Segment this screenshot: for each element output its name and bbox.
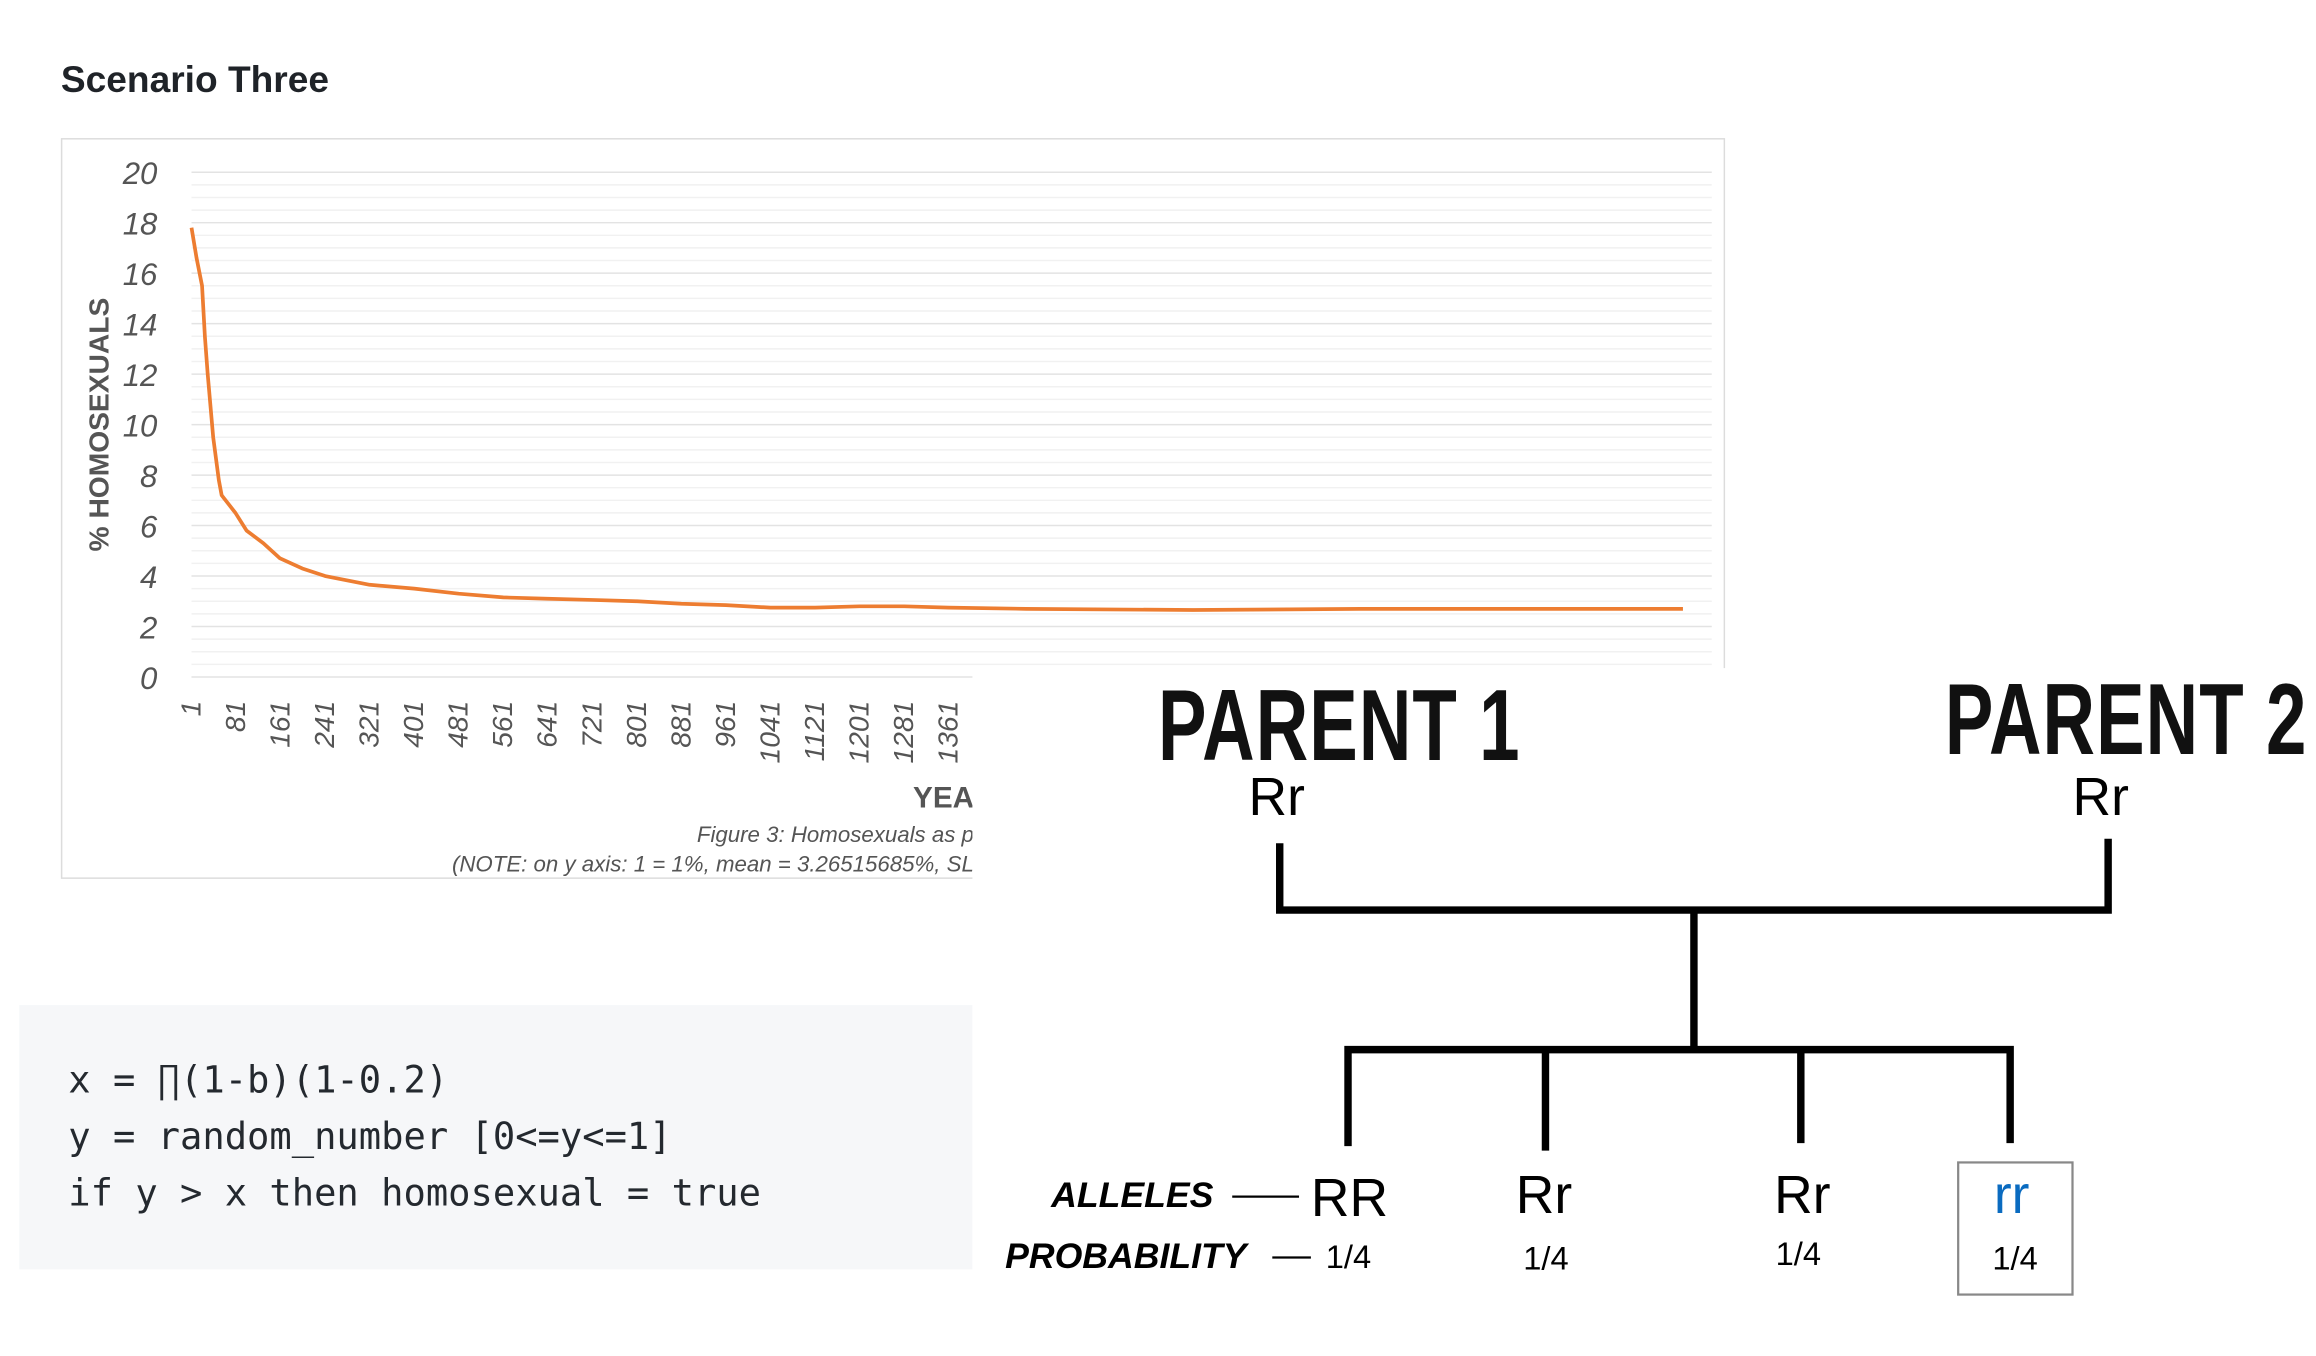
figure-note: (NOTE: on y axis: 1 = 1%, mean = 3.26515…	[452, 851, 974, 876]
x-tick-label: 81	[219, 701, 251, 732]
offspring-genotype: RR	[1310, 1166, 1389, 1228]
x-tick-label: 161	[263, 701, 295, 748]
inheritance-lines	[1232, 838, 2112, 1296]
alleles-label: ALLELES	[1051, 1175, 1214, 1216]
y-tick-label: 2	[139, 610, 157, 645]
x-tick-label: 1121	[798, 701, 830, 762]
parent1-title: PARENT 1	[1157, 669, 1521, 783]
offspring-probability: 1/4	[1523, 1239, 1569, 1277]
line-chart: 0 2 4 6 8 10 12 14 16 18 20 1 81 161 241 321 401 481 561 64…	[60, 138, 1726, 879]
y-tick-label: 20	[122, 156, 158, 191]
x-tick-label: 641	[531, 701, 563, 748]
code-line: x = ∏(1-b)(1-0.2)	[68, 1058, 449, 1102]
x-tick-label: 1361	[932, 701, 964, 764]
highlight-box	[1957, 1161, 2074, 1296]
probability-label: PROBABILITY	[1005, 1236, 1247, 1277]
x-tick-label: 1041	[753, 701, 785, 764]
data-series-line	[189, 227, 1683, 612]
figure-caption: Figure 3: Homosexuals as p	[697, 822, 974, 847]
chart-svg: 0 2 4 6 8 10 12 14 16 18 20 1 81 161 241 321 401 481 561 64…	[82, 156, 1712, 876]
x-tick-label: 401	[397, 701, 429, 748]
section-title: Scenario Three	[60, 59, 330, 101]
parent1-genotype: Rr	[1248, 766, 1305, 827]
x-tick-label: 721	[575, 701, 607, 748]
punnett-inheritance-diagram: PARENT 1 Rr PARENT 2 Rr ALLELES PROBABIL…	[972, 664, 2316, 1356]
y-tick-label: 10	[123, 408, 158, 443]
x-tick-label: 961	[709, 701, 741, 748]
code-line: if y > x then homosexual = true	[68, 1171, 761, 1215]
x-tick-label: 241	[308, 701, 340, 749]
x-tick-label: 1281	[887, 701, 919, 764]
x-tick-label: 801	[620, 701, 652, 748]
x-tick-label: 881	[664, 701, 696, 748]
offspring-probability: 1/4	[1775, 1235, 1822, 1273]
offspring-probability: 1/4	[1992, 1239, 2038, 1277]
y-tick-label: 8	[140, 459, 158, 494]
offspring-bar	[1344, 1045, 2014, 1147]
x-tick-label: 1	[174, 701, 206, 717]
parent2-title: PARENT 2	[1944, 663, 2308, 777]
y-tick-label: 4	[140, 560, 157, 595]
code-block: x = ∏(1-b)(1-0.2) y = random_number [0<=…	[19, 1005, 973, 1270]
x-tick-label: 481	[442, 701, 474, 748]
offspring-probability: 1/4	[1325, 1238, 1372, 1276]
y-tick-label: 0	[140, 661, 158, 696]
x-tick-label: 1201	[842, 701, 874, 764]
y-tick-label: 14	[123, 308, 158, 343]
y-tick-label: 6	[140, 509, 158, 544]
x-tick-label: 321	[353, 701, 385, 748]
parent2-genotype: Rr	[2072, 766, 2129, 827]
offspring-genotype: Rr	[1515, 1163, 1573, 1225]
y-axis-label: % HOMOSEXUALS	[82, 298, 114, 552]
x-tick-label: 561	[486, 701, 518, 748]
y-tick-label: 16	[123, 257, 158, 292]
parent-connector	[1276, 838, 2112, 914]
y-tick-label: 12	[123, 358, 158, 393]
offspring-genotype: Rr	[1774, 1163, 1831, 1225]
offspring-genotype-highlighted: rr	[1993, 1163, 2030, 1225]
code-line: y = random_number [0<=y<=1]	[68, 1114, 672, 1158]
y-tick-label: 18	[123, 207, 158, 242]
